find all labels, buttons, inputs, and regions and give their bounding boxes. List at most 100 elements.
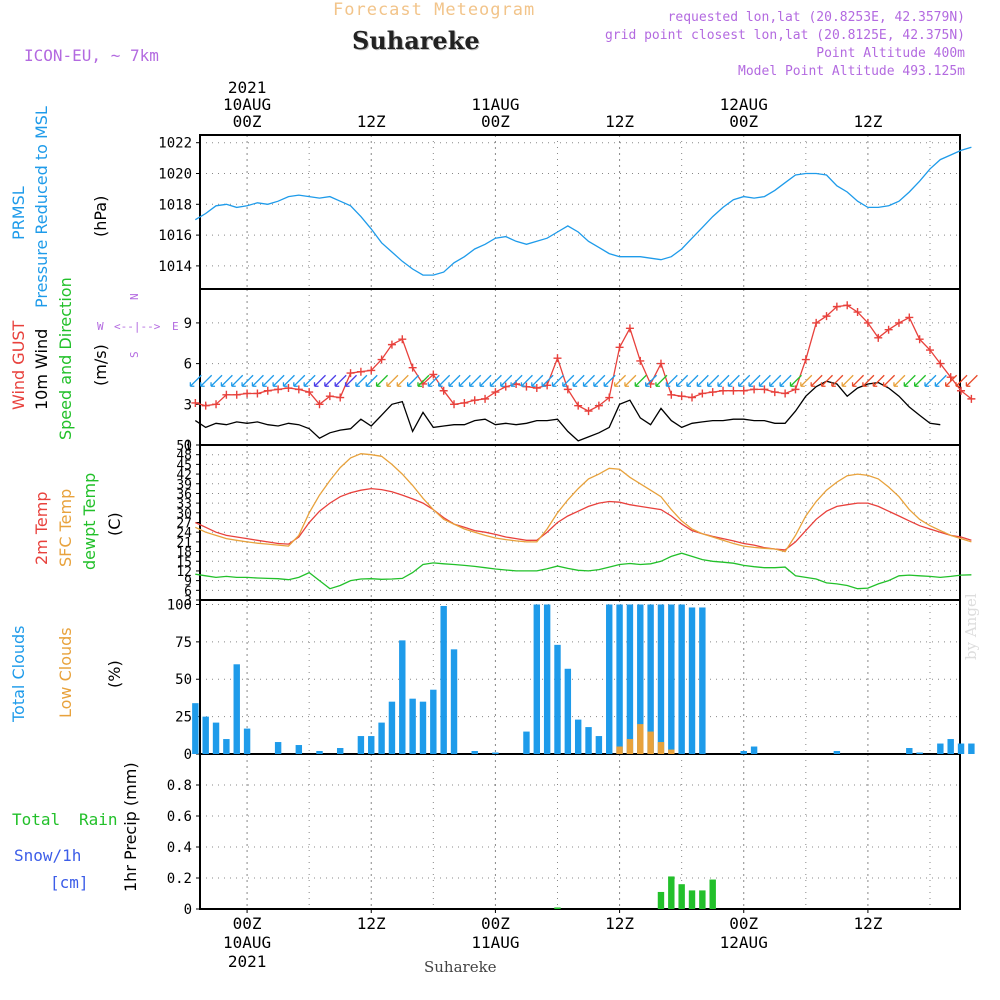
gust-point <box>346 369 355 378</box>
precipitation-rain-bar <box>688 890 696 909</box>
clouds-low-clouds-bar <box>657 742 665 754</box>
wind-arrow <box>303 374 316 387</box>
bottom-hour-label: 00Z <box>233 914 262 933</box>
wind-arrow <box>189 374 202 387</box>
gust-point <box>543 381 552 390</box>
gust-point <box>946 373 955 382</box>
clouds-total-clouds-bar <box>937 743 944 754</box>
gust-point <box>212 400 221 409</box>
precip-snow-label: Snow/1h <box>14 846 81 865</box>
wind-arrow <box>562 374 575 387</box>
wind-10m-label: 10m Wind <box>32 329 51 410</box>
wind-arrow <box>272 374 285 387</box>
temp-dewpt-label: dewpt Temp <box>80 473 99 570</box>
clouds-total-clouds-bar <box>626 604 634 754</box>
pressure-ytick-label: 1018 <box>158 197 192 213</box>
clouds-total-clouds-bar <box>585 727 592 754</box>
wind-arrow <box>696 374 709 387</box>
clouds-total-clouds-bar <box>647 604 654 754</box>
temperature-ytick-label: 15 <box>176 555 192 570</box>
clouds-total-clouds-bar <box>202 716 209 754</box>
wind-arrow <box>727 374 740 387</box>
clouds-total-clouds-bar <box>657 604 665 754</box>
clouds-ytick-label: 100 <box>167 597 192 613</box>
wind-ytick-label: 6 <box>184 357 192 373</box>
wind-arrow <box>365 374 378 387</box>
wind-arrow <box>210 374 223 387</box>
bottom-date-label: 10AUG <box>223 933 271 952</box>
wind-arrow <box>386 374 399 387</box>
clouds-total-clouds-bar <box>699 607 706 754</box>
clouds-total-clouds-bar <box>336 748 344 754</box>
clouds-total-clouds-bar <box>678 604 685 754</box>
compass-n: N <box>128 293 141 300</box>
clouds-low-clouds-bar <box>647 731 654 754</box>
wind-gust-label: Wind GUST <box>9 320 28 410</box>
temperature-ytick-label: 12 <box>176 565 192 580</box>
temperature-ytick-label: 3 <box>184 594 192 609</box>
clouds-total-clouds-bar <box>223 739 230 754</box>
bottom-date-label: 12AUG <box>720 933 768 952</box>
clouds-ytick-label: 25 <box>175 710 192 726</box>
clouds-ytick-label: 50 <box>175 672 192 688</box>
gust-point <box>925 346 934 355</box>
wind-arrow <box>313 374 326 387</box>
wind-arrow <box>231 374 244 387</box>
clouds-total-clouds-bar <box>564 668 572 754</box>
clouds-total-clouds-bar <box>430 689 437 754</box>
grid-point-coords: grid point closest lon,lat (20.8125E, 42… <box>604 28 965 43</box>
gust-point <box>832 302 841 311</box>
pressure-label-msl: Pressure Reduced to MSL <box>32 106 51 308</box>
gust-point <box>760 385 769 394</box>
clouds-total-clouds-bar <box>968 743 975 754</box>
gust-point <box>232 390 241 399</box>
wind-arrow <box>851 374 865 387</box>
gust-point <box>801 355 810 364</box>
precipitation-ytick-label: 0.6 <box>167 809 192 825</box>
wind-frame <box>199 288 961 446</box>
top-hour-label: 12Z <box>605 112 634 131</box>
precip-units: 1hr Precip (mm) <box>121 762 140 892</box>
clouds-total-clouds-bar <box>916 752 923 754</box>
clouds-total-clouds-bar <box>233 664 240 754</box>
requested-coords: requested lon,lat (20.8253E, 42.3579N) <box>667 10 965 25</box>
wind-arrow <box>551 374 564 387</box>
compass-arrows: <--|--> <box>114 320 161 333</box>
compass-e: E <box>172 320 179 333</box>
gust-point <box>605 393 614 402</box>
wind-arrow <box>324 374 337 387</box>
gust-point <box>481 394 490 403</box>
clouds-total-clouds-bar <box>192 703 199 754</box>
gust-point <box>750 385 759 394</box>
temperature-ytick-label: 39 <box>176 478 192 493</box>
gust-point <box>553 354 562 363</box>
temperature-ytick-label: 21 <box>176 536 192 551</box>
clouds-low-clouds-bar <box>626 739 634 754</box>
product-title: Forecast Meteogram <box>333 0 536 20</box>
wind-10m-wind-line <box>194 380 941 442</box>
wind-arrow <box>769 374 782 387</box>
wind-arrow <box>924 374 937 387</box>
gust-point <box>532 384 541 393</box>
clouds-total-clouds-bar <box>554 644 561 754</box>
gust-point <box>688 393 697 402</box>
top-year-label: 2021 <box>228 78 267 97</box>
gust-point <box>263 386 272 395</box>
clouds-total-clouds-bar <box>378 722 385 754</box>
wind-arrow <box>665 374 678 387</box>
gust-point <box>936 359 945 368</box>
footer-station: Suhareke <box>424 958 497 976</box>
wind-arrow <box>282 374 295 387</box>
pressure-label-prmsl: PRMSL <box>9 186 28 240</box>
bottom-hour-label: 12Z <box>357 914 386 933</box>
clouds-total-clouds-bar <box>368 736 375 754</box>
gust-point <box>812 318 821 327</box>
wind-arrow <box>262 374 275 387</box>
clouds-total-clouds-bar <box>409 698 416 754</box>
gust-point <box>770 388 779 397</box>
clouds-total-clouds-bar <box>947 739 954 754</box>
gust-point <box>791 385 800 394</box>
wind-wind-gust-line <box>195 304 972 412</box>
gust-point <box>408 363 417 372</box>
